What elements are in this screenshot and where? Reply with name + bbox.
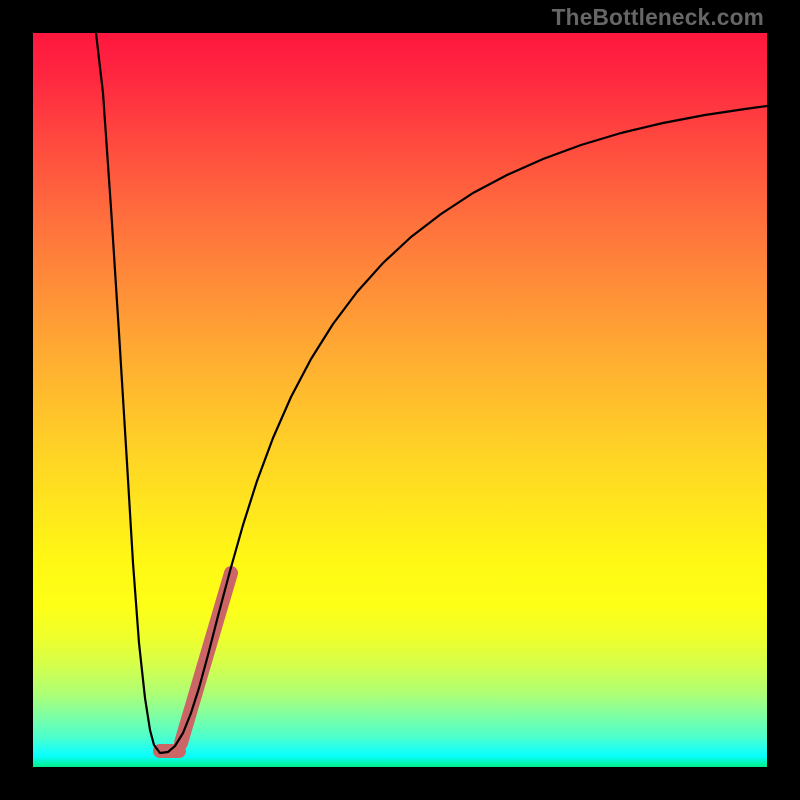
watermark-text: TheBottleneck.com bbox=[552, 4, 764, 31]
chart-canvas: TheBottleneck.com bbox=[0, 0, 800, 800]
plot-svg bbox=[33, 33, 767, 767]
plot-area bbox=[33, 33, 767, 767]
border-left bbox=[0, 0, 33, 800]
border-right bbox=[767, 0, 800, 800]
border-bottom bbox=[0, 767, 800, 800]
heatmap-background bbox=[33, 33, 767, 767]
